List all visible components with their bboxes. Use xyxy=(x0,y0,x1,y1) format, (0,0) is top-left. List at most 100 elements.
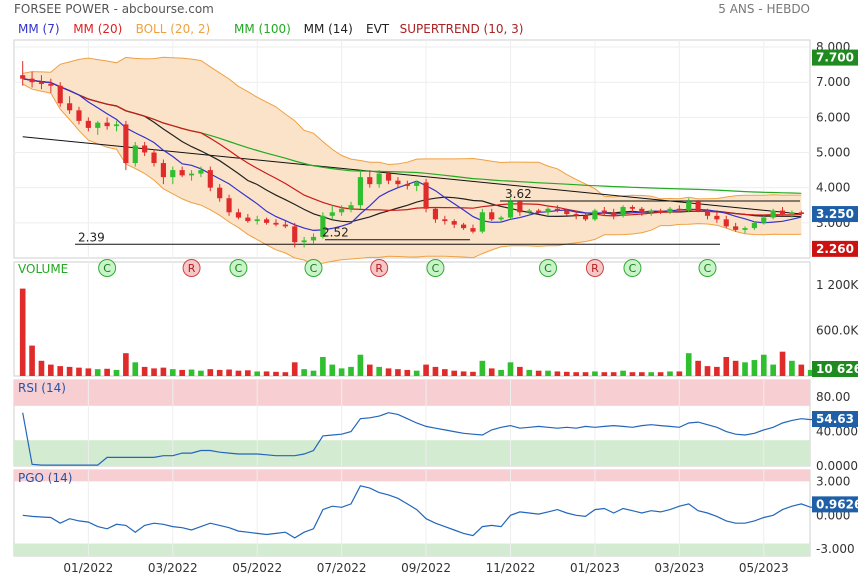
price-badge-1-bg xyxy=(812,206,858,223)
signal-label: C xyxy=(432,262,440,275)
volume-bar xyxy=(582,372,589,376)
signal-label: C xyxy=(704,262,712,275)
volume-bar xyxy=(254,371,261,376)
volume-bar xyxy=(760,354,767,376)
volume-bar xyxy=(554,371,561,376)
volume-bar xyxy=(94,369,101,376)
x-tick-label: 03/2023 xyxy=(654,561,704,575)
rsi-tick: 80.00 xyxy=(816,390,850,404)
volume-bar xyxy=(404,369,411,376)
volume-bar xyxy=(620,370,626,376)
candle-body xyxy=(198,170,204,174)
legend-item-3: MM (100) xyxy=(234,22,291,36)
rsi-oversold-zone xyxy=(14,440,810,466)
candle-body xyxy=(123,124,129,164)
candle-body xyxy=(489,212,495,220)
x-tick-label: 05/2022 xyxy=(232,561,282,575)
price-badge-0-bg xyxy=(812,49,858,66)
candle-body xyxy=(545,208,551,213)
signal-marker xyxy=(623,259,642,277)
volume-bar xyxy=(329,364,336,376)
volume-bar xyxy=(442,369,448,376)
price-annotation: 3.62 xyxy=(505,187,532,201)
candle-body xyxy=(526,210,532,213)
volume-bar xyxy=(151,368,157,376)
price-candles xyxy=(20,61,804,248)
candle-body xyxy=(329,212,335,216)
volume-bar xyxy=(526,369,533,376)
pgo-lower-zone xyxy=(14,543,810,556)
candle-body xyxy=(582,215,589,220)
candle-body xyxy=(601,210,607,213)
candle-body xyxy=(686,201,692,211)
volume-bar xyxy=(366,364,373,376)
candle-body xyxy=(264,219,270,223)
rsi-overbought-zone xyxy=(14,380,810,406)
candle-body xyxy=(160,163,166,178)
volume-bar xyxy=(742,362,748,376)
candle-body xyxy=(217,187,223,199)
rsi-line xyxy=(22,412,830,466)
volume-bar xyxy=(207,369,214,376)
volume-bar xyxy=(123,353,129,376)
volume-bar xyxy=(479,360,486,376)
volume-bar xyxy=(545,370,551,376)
volume-badge-text: 10 626 xyxy=(816,362,860,376)
rsi-title: RSI (14) xyxy=(18,381,66,395)
legend-item-2: BOLL (20, 2) xyxy=(136,22,211,36)
volume-bar xyxy=(770,364,776,376)
volume-bar xyxy=(301,369,307,376)
signal-marker xyxy=(370,259,389,277)
volume-bar xyxy=(273,371,279,376)
x-tick-label: 01/2023 xyxy=(570,561,620,575)
signal-label: C xyxy=(103,262,111,275)
x-tick-label: 09/2022 xyxy=(401,561,451,575)
candle-body xyxy=(639,208,645,213)
volume-bar xyxy=(132,362,139,376)
volume-bar xyxy=(348,366,354,376)
legend-item-6: SUPERTREND (10, 3) xyxy=(400,22,524,36)
rsi-tick: 40.000 xyxy=(816,425,858,439)
candle-body xyxy=(761,217,767,223)
volume-bar xyxy=(732,360,739,376)
candle-body xyxy=(451,221,457,225)
volume-bar xyxy=(601,372,608,376)
signal-label: R xyxy=(188,262,196,275)
candle-body xyxy=(592,210,598,220)
pgo-tick: -3.000 xyxy=(816,542,855,556)
volume-bar xyxy=(198,370,204,376)
volume-bar xyxy=(629,372,636,376)
candle-body xyxy=(20,75,26,79)
price-badge-2-text: 2.260 xyxy=(816,242,854,256)
candle-body xyxy=(658,210,664,213)
candle-body xyxy=(733,226,739,230)
x-tick-label: 01/2022 xyxy=(63,561,113,575)
y-tick-label: 7.000 xyxy=(816,75,850,89)
grid-lines xyxy=(14,40,810,556)
candle-body xyxy=(517,201,523,213)
axes-labels: 01/2022 03/2022 05/2022 07/2022 09/2022 11/20… xyxy=(18,40,859,575)
candle-body xyxy=(789,212,795,215)
candle-body xyxy=(461,224,467,229)
volume-bar xyxy=(639,372,645,376)
volume-bar xyxy=(423,364,429,376)
candle-body xyxy=(48,83,54,86)
signal-marker xyxy=(304,259,323,277)
volume-tick: 1 200K xyxy=(816,278,859,292)
volume-bar xyxy=(113,369,120,376)
volume-bar xyxy=(498,369,504,376)
price-badge-0-text: 7.700 xyxy=(816,51,854,65)
volume-bar xyxy=(751,360,758,376)
candle-body xyxy=(404,184,410,186)
period-label: 5 ANS - HEBDO xyxy=(718,2,810,16)
candle-body xyxy=(57,85,63,104)
candle-body xyxy=(564,210,570,215)
volume-bar xyxy=(160,367,167,376)
volume-bar xyxy=(676,371,683,376)
volume-bar xyxy=(385,368,392,376)
signal-marker xyxy=(426,259,445,277)
signal-marker xyxy=(182,259,201,277)
candle-body xyxy=(704,210,711,216)
candle-body xyxy=(95,122,101,128)
candle-body xyxy=(395,180,401,185)
